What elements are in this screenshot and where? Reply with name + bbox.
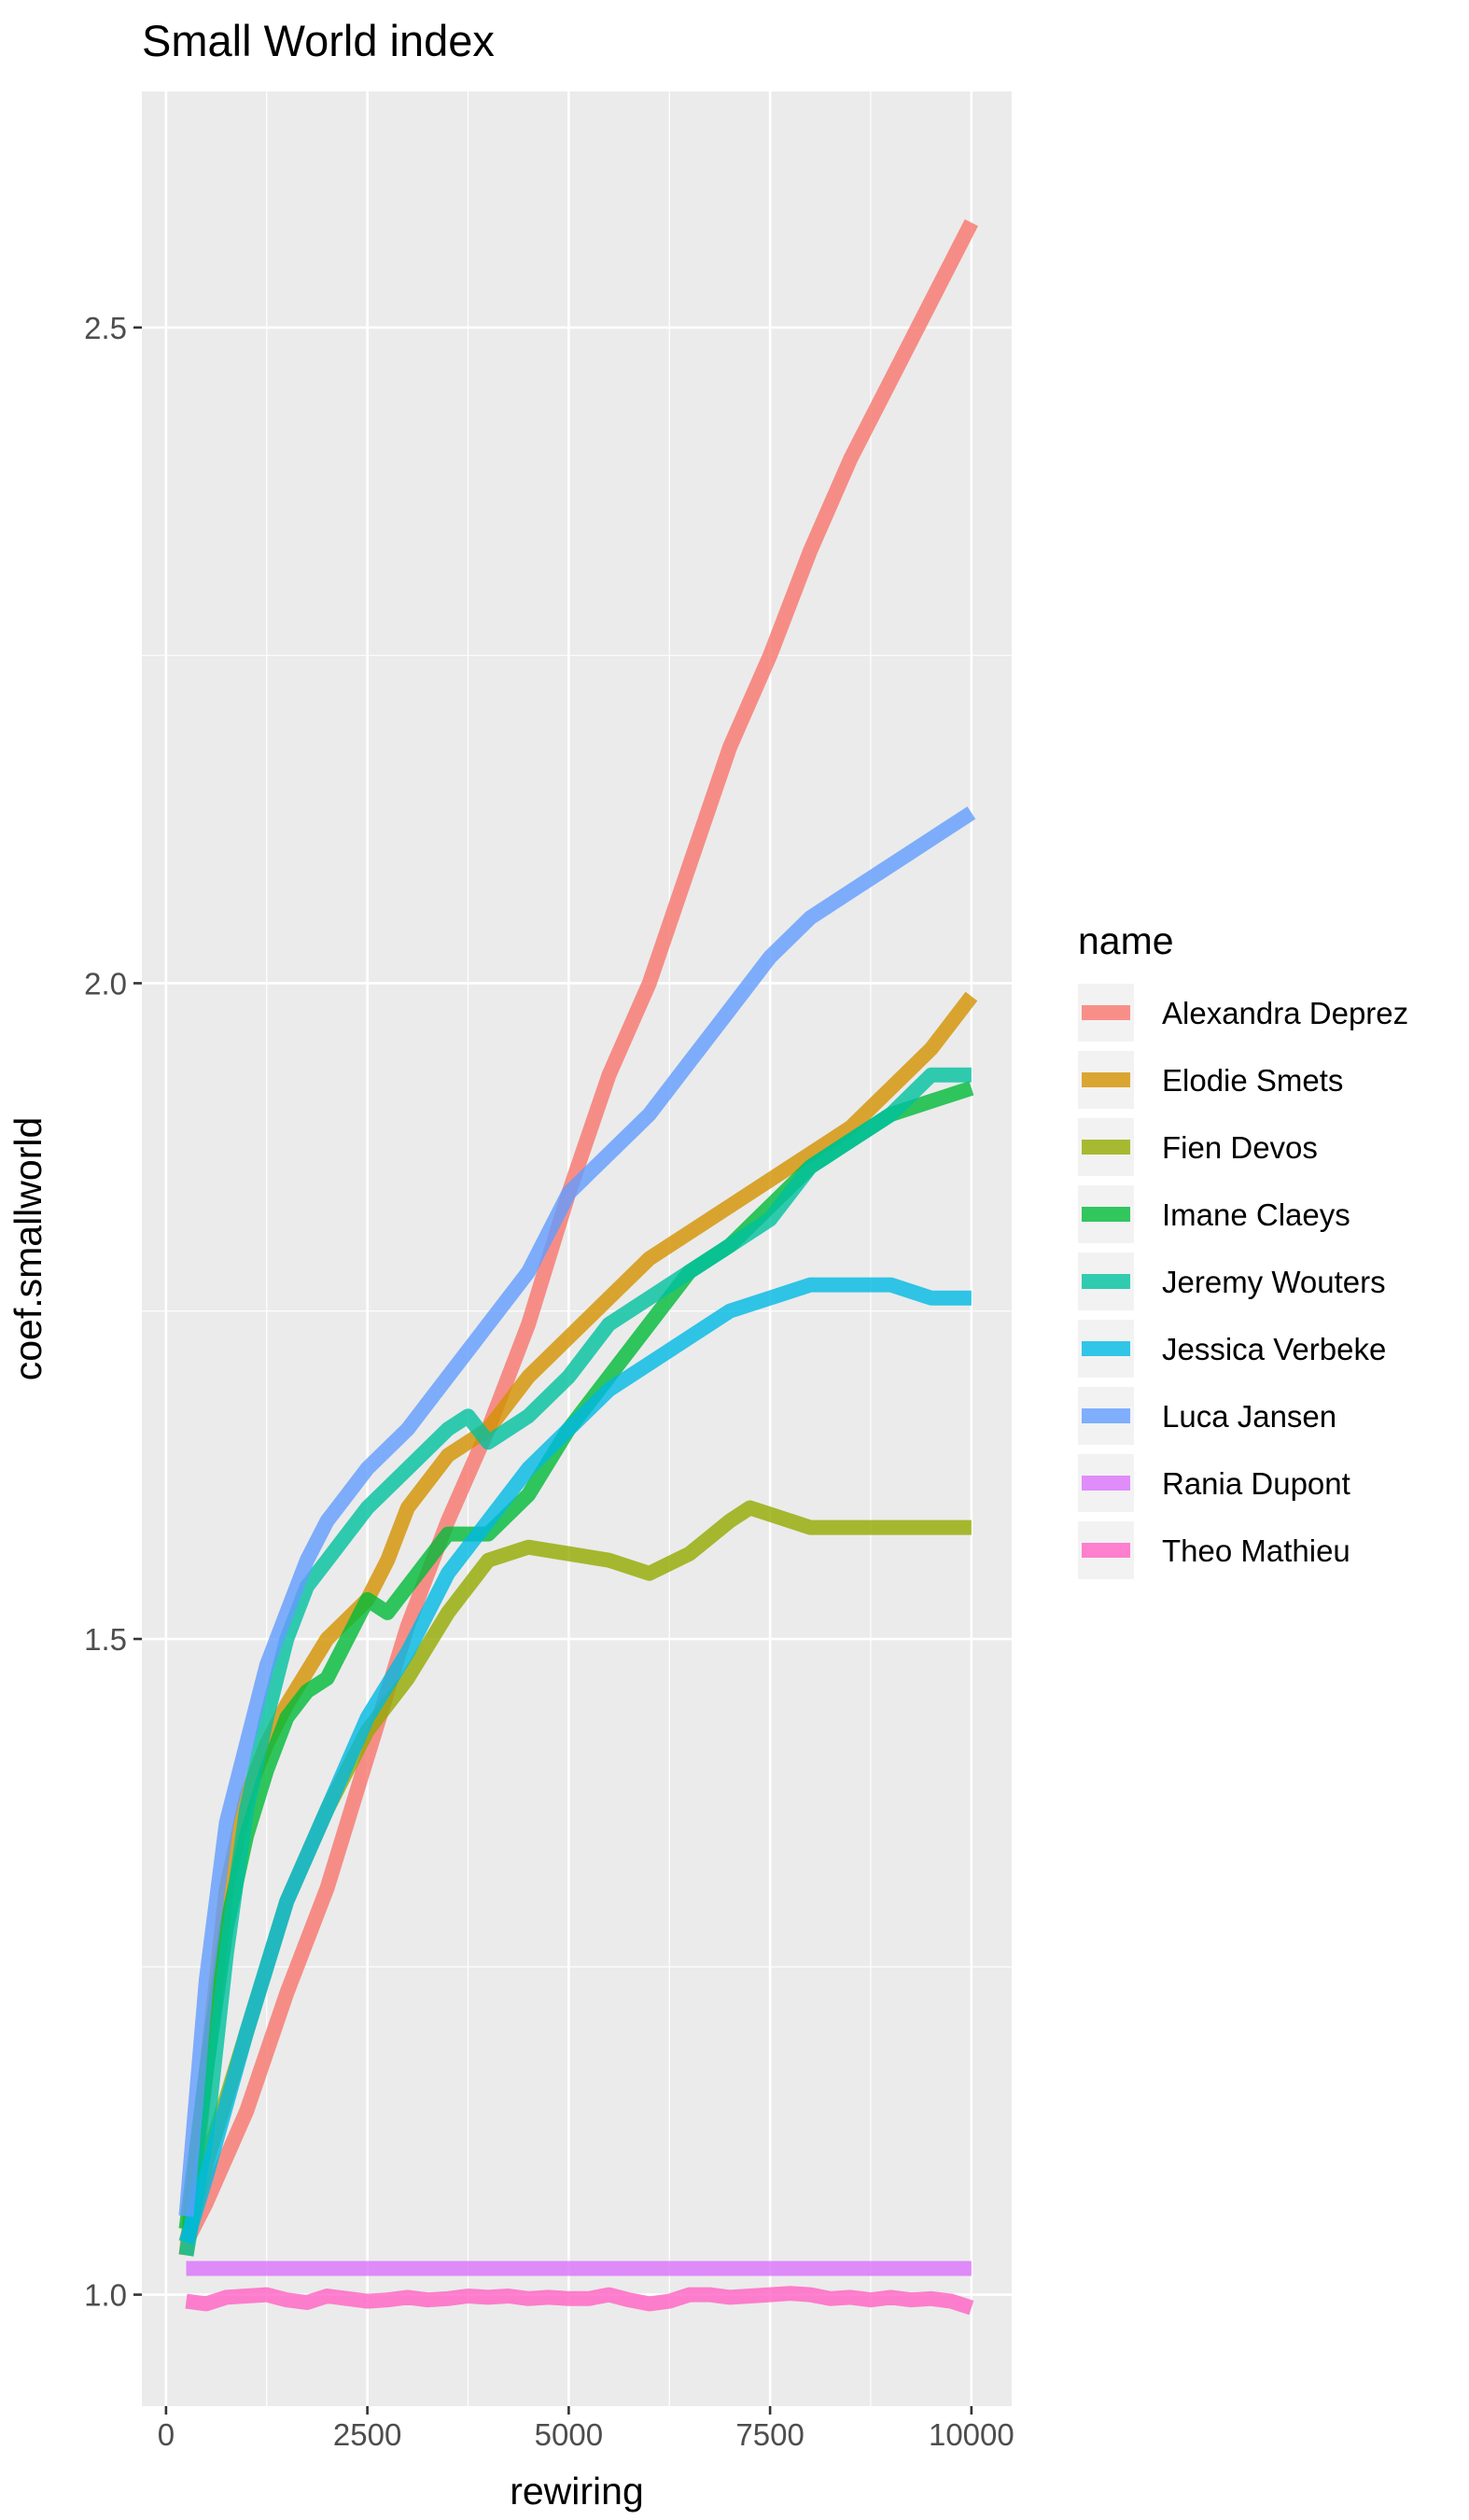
series-line-6 — [178, 806, 976, 2217]
x-tick-label: 5000 — [535, 2417, 603, 2452]
y-axis: 1.0 1.5 2.0 2.5 — [84, 311, 142, 2313]
legend-label: Luca Jansen — [1162, 1399, 1336, 1434]
y-tick-label: 1.5 — [84, 1622, 127, 1657]
series-lines — [178, 218, 979, 2316]
y-tick-label: 1.0 — [84, 2278, 127, 2313]
plot-panel — [142, 91, 1012, 2406]
legend-label: Jeremy Wouters — [1162, 1265, 1386, 1299]
legend-title: name — [1078, 919, 1174, 962]
y-tick-label: 2.5 — [84, 311, 127, 345]
legend-label: Elodie Smets — [1162, 1063, 1343, 1098]
series-line-5 — [178, 1277, 972, 2245]
legend-label: Alexandra Deprez — [1162, 996, 1408, 1030]
x-tick-label: 10000 — [929, 2417, 1014, 2452]
series-line-8 — [185, 2286, 974, 2316]
x-tick-label: 2500 — [333, 2417, 401, 2452]
y-tick-label: 2.0 — [84, 966, 127, 1001]
legend-label: Rania Dupont — [1162, 1466, 1350, 1501]
legend-keys: Alexandra Deprez Elodie Smets Fien Devos Im… — [1078, 984, 1408, 1579]
x-tick-label: 0 — [158, 2417, 175, 2452]
legend-label: Fien Devos — [1162, 1130, 1318, 1165]
legend-label: Jessica Verbeke — [1162, 1332, 1386, 1366]
series-line-4 — [178, 1067, 972, 2257]
legend: name Alexandra Deprez Elodie Smets Fien De… — [1078, 919, 1408, 1579]
x-axis-title: rewiring — [510, 2470, 644, 2513]
x-axis: 0 2500 5000 7500 10000 — [158, 2406, 1014, 2452]
x-tick-label: 7500 — [735, 2417, 804, 2452]
y-axis-title: coef.smallworld — [7, 1117, 49, 1381]
legend-label: Theo Mathieu — [1162, 1533, 1350, 1568]
chart-title: Small World index — [142, 16, 495, 65]
legend-label: Imane Claeys — [1162, 1197, 1350, 1232]
